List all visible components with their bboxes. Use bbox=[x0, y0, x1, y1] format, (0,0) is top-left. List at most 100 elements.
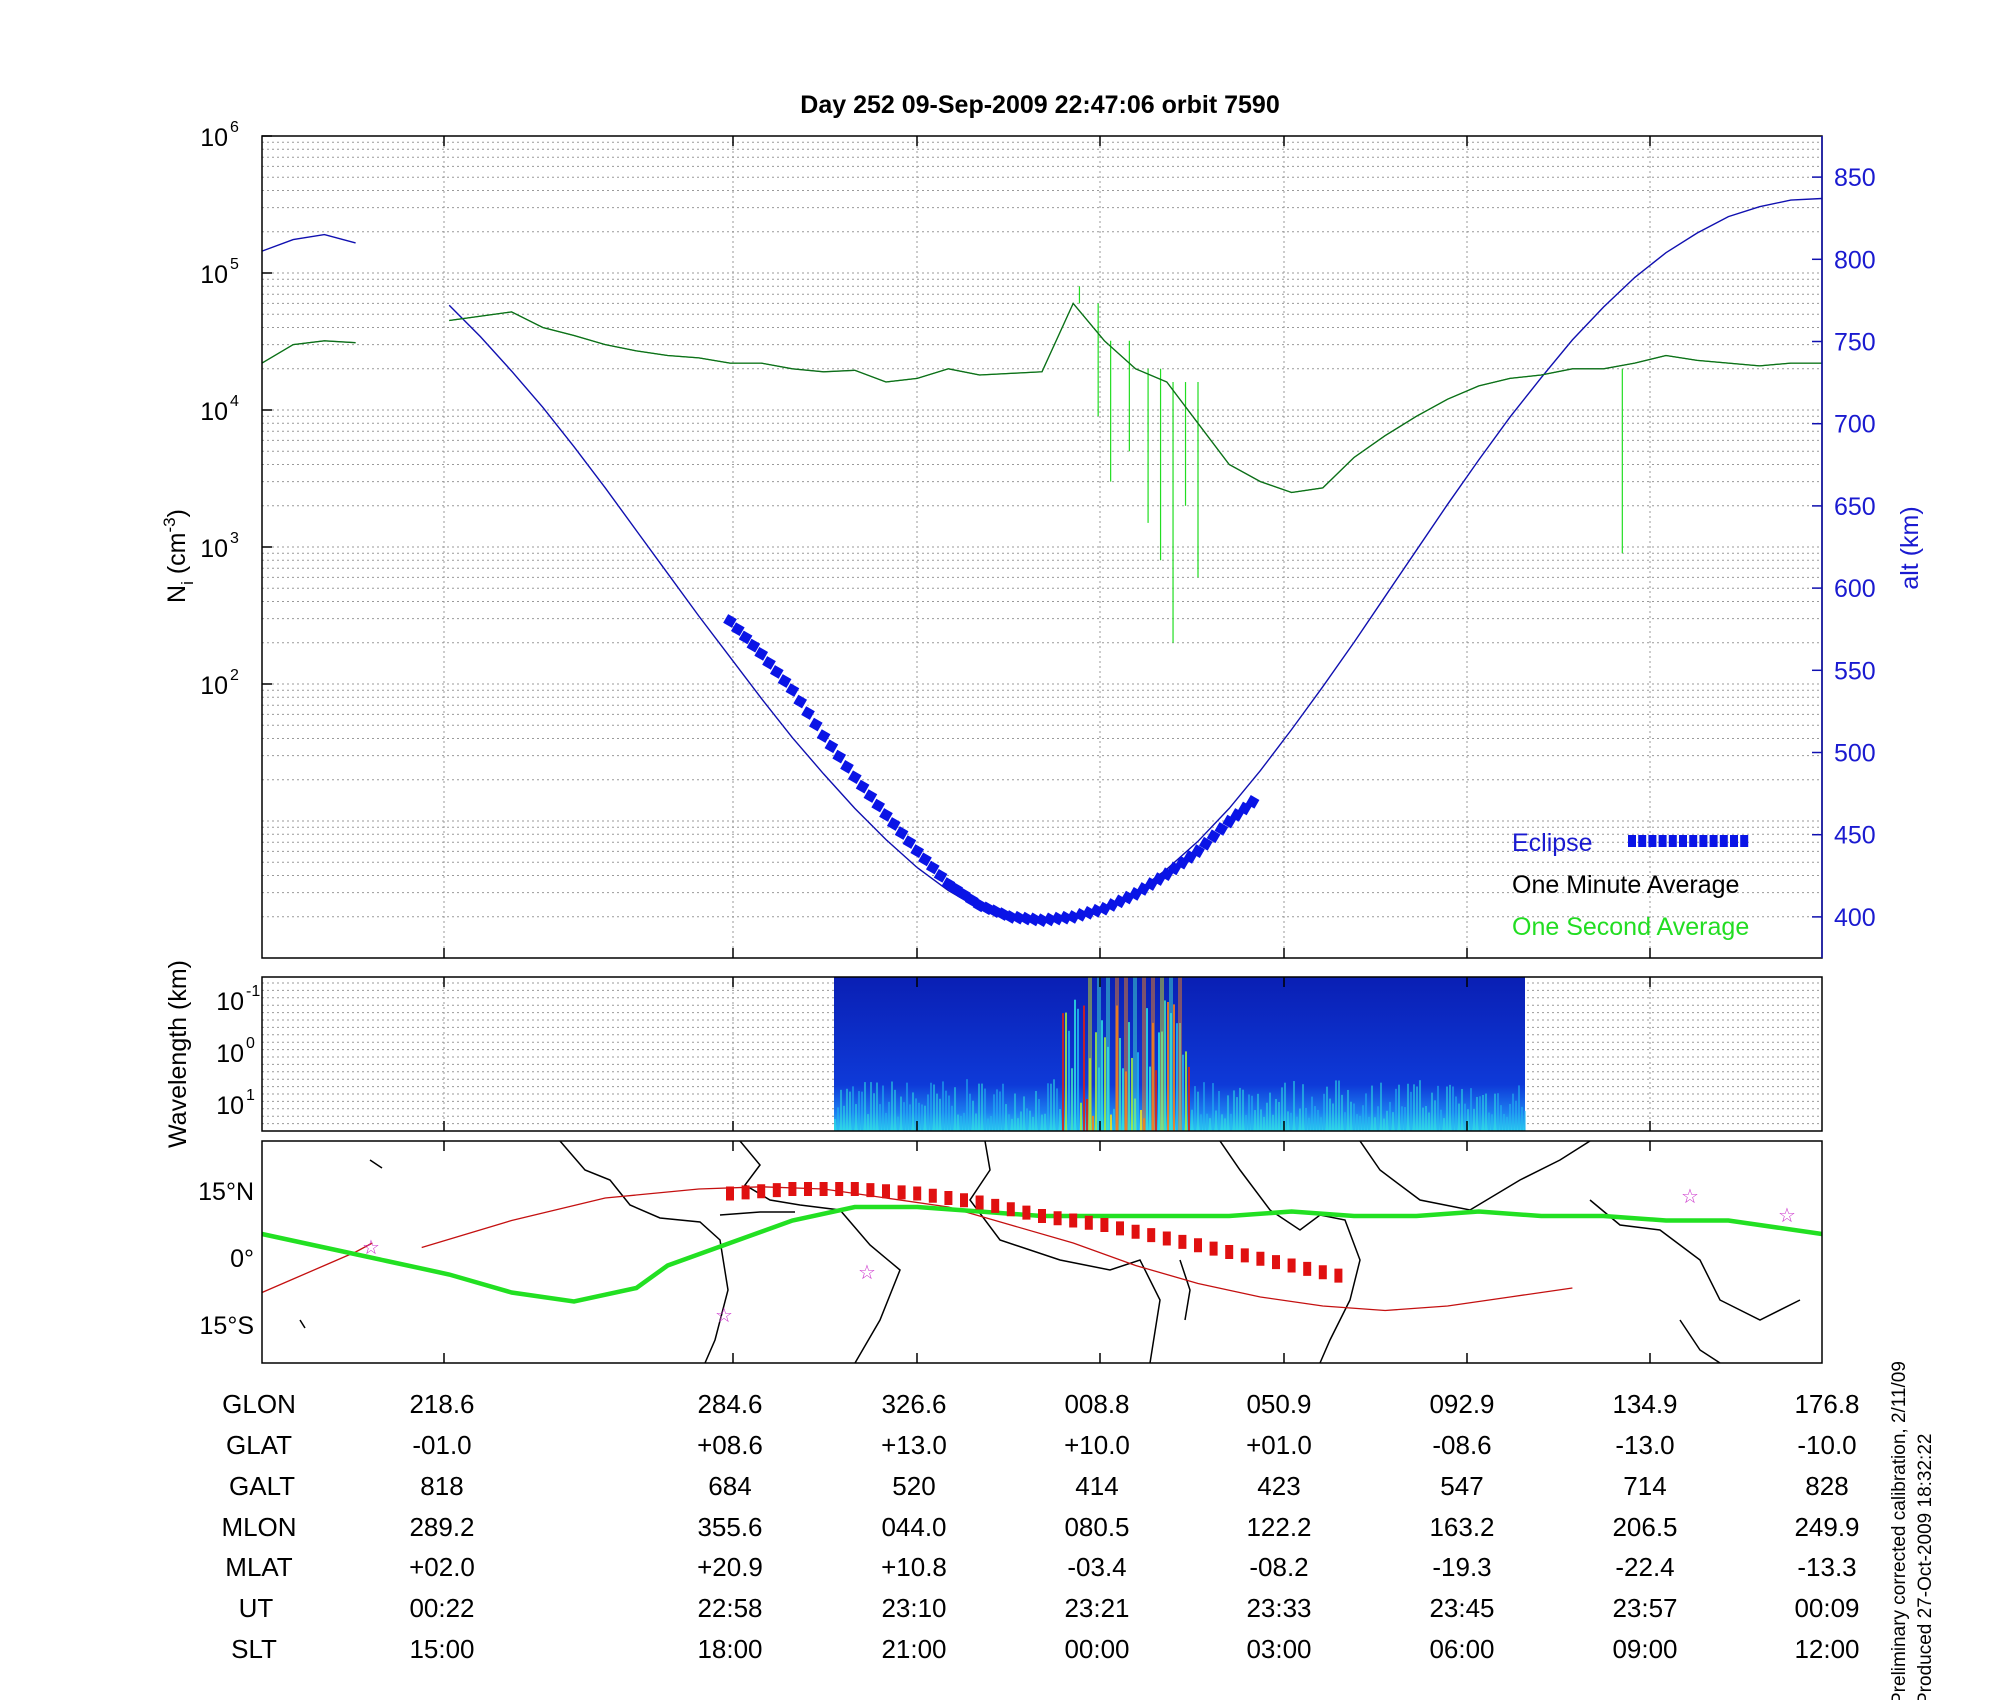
table-cell: 23:45 bbox=[1429, 1593, 1494, 1623]
spectrogram-cell bbox=[846, 1088, 848, 1131]
spectrogram-cell bbox=[885, 1112, 887, 1131]
map-eclipse-marker bbox=[1022, 1205, 1031, 1220]
spectrogram-cell bbox=[1374, 1117, 1376, 1131]
spectrogram-cell bbox=[834, 1118, 836, 1131]
spectrogram-cell bbox=[1407, 1083, 1409, 1131]
table-row-label: GLAT bbox=[226, 1430, 292, 1460]
spectrogram-cell bbox=[1521, 1106, 1523, 1131]
eclipse-marker bbox=[816, 729, 831, 743]
spectrogram-cell bbox=[972, 1100, 974, 1131]
spectrogram-cell bbox=[1290, 1112, 1292, 1131]
eclipse-marker bbox=[730, 622, 745, 637]
spectrogram-cell bbox=[1449, 1084, 1451, 1131]
spectrogram-cell bbox=[1035, 1090, 1037, 1131]
spectrogram-cell bbox=[1218, 1091, 1220, 1131]
table-row-label: GLON bbox=[222, 1389, 296, 1419]
spectrogram-cell bbox=[1503, 1113, 1505, 1131]
spectrogram-cell bbox=[900, 1096, 902, 1131]
chart-title: Day 252 09-Sep-2009 22:47:06 orbit 7590 bbox=[800, 91, 1279, 119]
eclipse-marker bbox=[824, 739, 839, 754]
table-cell: 218.6 bbox=[409, 1389, 474, 1419]
table-cell: 714 bbox=[1623, 1471, 1666, 1501]
spectrogram-cell bbox=[1026, 1108, 1028, 1131]
spectrogram-cell bbox=[1377, 1106, 1379, 1131]
legend-eclipse-square bbox=[1719, 835, 1728, 847]
map-eclipse-marker bbox=[1084, 1215, 1093, 1230]
calibration-note: Preliminary corrected calibration, 2/11/… bbox=[1889, 1361, 1910, 1700]
map-eclipse-marker bbox=[1303, 1261, 1312, 1276]
spectrogram-cell bbox=[1106, 977, 1110, 1131]
eclipse-markers bbox=[723, 614, 1260, 928]
spectrogram-cell bbox=[966, 1079, 968, 1131]
table-cell: 547 bbox=[1440, 1471, 1483, 1501]
spectrogram-cell bbox=[1176, 1023, 1178, 1131]
spectrogram-cell bbox=[1434, 1100, 1436, 1131]
density-ylabel-sub: i bbox=[178, 581, 197, 585]
map-eclipse-marker bbox=[1272, 1255, 1280, 1270]
map-frame bbox=[261, 1140, 1823, 1364]
table-cell: -03.4 bbox=[1067, 1552, 1126, 1582]
spectrogram-ylabel: Wavelength (km) bbox=[164, 960, 192, 1148]
eclipse-marker bbox=[855, 779, 870, 794]
coastline bbox=[1219, 1140, 1361, 1364]
spectrogram-cell bbox=[1088, 977, 1092, 1131]
spectrogram-cell bbox=[1221, 1114, 1223, 1131]
spectrogram-cell bbox=[1479, 1096, 1481, 1131]
spectrogram-cell bbox=[1314, 1106, 1316, 1131]
spectrogram-cell bbox=[1452, 1086, 1454, 1131]
ytick-label-base: 10 bbox=[200, 535, 228, 563]
eclipse-marker bbox=[871, 798, 886, 813]
map-eclipse-marker bbox=[913, 1186, 922, 1201]
spectrogram-cell bbox=[957, 1114, 959, 1131]
spectrogram-cell bbox=[1149, 1066, 1151, 1131]
spectrogram-cell bbox=[1071, 1068, 1073, 1131]
spectrogram-cell bbox=[1464, 1103, 1466, 1131]
spectrogram-cell bbox=[1446, 1086, 1448, 1131]
table-cell: 206.5 bbox=[1612, 1512, 1677, 1542]
spectrogram-cell bbox=[1160, 977, 1164, 1131]
spectrogram-cell bbox=[1206, 1113, 1208, 1131]
eclipse-marker bbox=[1245, 794, 1260, 809]
spectrogram-cell bbox=[867, 1114, 869, 1131]
table-cell: 22:58 bbox=[697, 1593, 762, 1623]
spectrogram-cell bbox=[1509, 1103, 1511, 1131]
spectrogram-cell bbox=[1113, 1108, 1115, 1131]
spectrogram-cell bbox=[933, 1084, 935, 1131]
spectrogram-cell bbox=[1212, 1083, 1214, 1131]
table-cell: -19.3 bbox=[1432, 1552, 1491, 1582]
spectrogram-cell bbox=[990, 1115, 992, 1131]
map-eclipse-marker bbox=[928, 1188, 937, 1203]
map-eclipse-marker bbox=[1287, 1258, 1296, 1273]
map-yticks: 15°N 0° 15°S bbox=[198, 1178, 254, 1340]
map-eclipse-marker bbox=[1225, 1245, 1234, 1259]
density-ylabel-close: ) bbox=[163, 509, 191, 517]
spectrogram-cell bbox=[1512, 1093, 1514, 1131]
spectrogram-cell bbox=[1383, 1118, 1385, 1131]
spectrogram-cell bbox=[1431, 1092, 1433, 1131]
spectrogram-cell bbox=[1311, 1096, 1313, 1131]
spectrogram-cell bbox=[1335, 1080, 1337, 1131]
spectrogram-cell bbox=[1068, 1030, 1070, 1131]
spectrogram-cell bbox=[1413, 1084, 1415, 1131]
spectrogram-cell bbox=[996, 1089, 998, 1131]
spectrogram-cell bbox=[1323, 1093, 1325, 1131]
alt-tick-label: 400 bbox=[1834, 904, 1876, 932]
table-cell: 080.5 bbox=[1064, 1512, 1129, 1542]
map-eclipse-marker bbox=[1116, 1221, 1124, 1236]
spectrogram-cell bbox=[1359, 1115, 1361, 1131]
ytick-label-base: 10 bbox=[200, 261, 228, 289]
table-cell: 176.8 bbox=[1794, 1389, 1859, 1419]
eclipse-marker bbox=[918, 852, 932, 867]
table-cell: 09:00 bbox=[1612, 1634, 1677, 1664]
map-ytick-label: 15°N bbox=[198, 1178, 254, 1206]
spectrogram-cell bbox=[858, 1091, 860, 1131]
spectrogram-cell bbox=[1365, 1093, 1367, 1131]
spectrogram-cell bbox=[1275, 1098, 1277, 1131]
spectrogram-cell bbox=[1077, 1008, 1079, 1131]
spectrogram-cell bbox=[912, 1092, 914, 1131]
table-cell: 249.9 bbox=[1794, 1512, 1859, 1542]
table-cell: 23:21 bbox=[1064, 1593, 1129, 1623]
spectrogram-cell bbox=[1188, 1066, 1190, 1131]
table-row-label: UT bbox=[239, 1593, 274, 1623]
